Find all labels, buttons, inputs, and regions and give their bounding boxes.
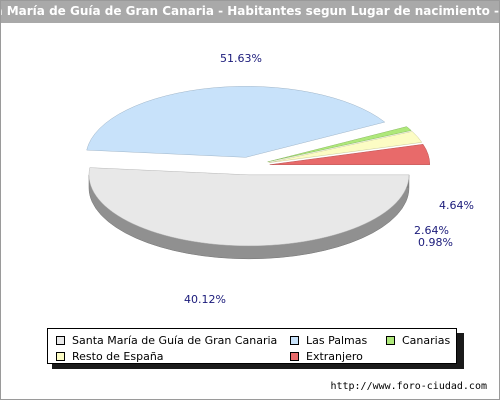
- pie-slice-las-palmas: [86, 86, 386, 158]
- legend-label-resto-espana: Resto de España: [72, 349, 164, 363]
- pie-slice-resto-espana: [268, 131, 423, 164]
- legend-label-extranjero: Extranjero: [306, 349, 363, 363]
- legend-label-las-palmas: Las Palmas: [306, 333, 368, 347]
- pie-chart: 51.63% 40.12% 0.98%2.64% 4.64%: [86, 52, 474, 306]
- pie-tops: [86, 86, 431, 247]
- legend-swatch-resto-espana: [56, 351, 65, 361]
- pie-label-las-palmas: 40.12%: [184, 293, 226, 306]
- chart-title: Santa María de Guía de Gran Canaria - Ha…: [1, 4, 499, 18]
- pie-label-santa-maria: 51.63%: [220, 52, 262, 65]
- legend-label-santa-maria: Santa María de Guía de Gran Canaria: [72, 333, 278, 347]
- pie-slice-extranjero: [269, 144, 431, 165]
- pie-slice-canarias: [267, 126, 412, 163]
- source-link[interactable]: http://www.foro-ciudad.com: [330, 381, 487, 392]
- legend-item-extranjero: Extranjero: [290, 349, 363, 363]
- legend: Santa María de Guía de Gran Canaria Las …: [47, 328, 457, 364]
- legend-item-santa-maria: Santa María de Guía de Gran Canaria: [56, 333, 277, 347]
- legend-swatch-extranjero: [290, 351, 299, 361]
- legend-swatch-las-palmas: [290, 335, 299, 345]
- pie-label-canarias: 0.98%: [418, 236, 453, 249]
- pie-label-resto-espana: 2.64%: [414, 224, 449, 237]
- legend-item-canarias: Canarias: [386, 333, 450, 347]
- pie-slice-santa-maria: [88, 167, 410, 247]
- legend-swatch-canarias: [386, 335, 395, 345]
- pie-labels: 51.63% 40.12% 0.98%2.64% 4.64%: [184, 52, 474, 306]
- pie-label-extranjero: 4.64%: [439, 199, 474, 212]
- legend-item-resto-espana: Resto de España: [56, 349, 164, 363]
- title-bar: Santa María de Guía de Gran Canaria - Ha…: [1, 1, 499, 23]
- legend-swatch-santa-maria: [56, 335, 65, 345]
- legend-item-las-palmas: Las Palmas: [290, 333, 367, 347]
- legend-label-canarias: Canarias: [402, 333, 451, 347]
